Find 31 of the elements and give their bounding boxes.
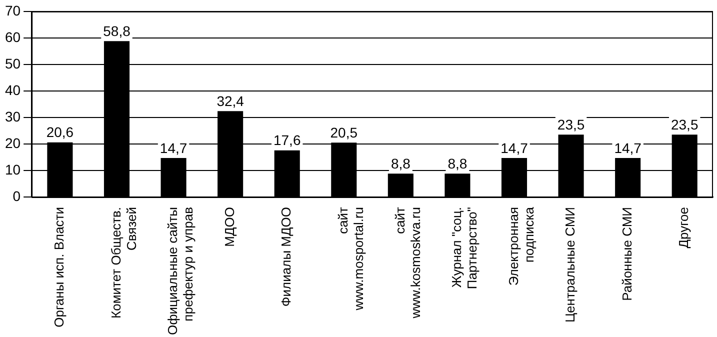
- data-label: 23,5: [557, 116, 585, 133]
- x-tick-label: Электронная подписка: [506, 206, 536, 286]
- y-tick-label: 30: [4, 108, 21, 124]
- data-label: 20,5: [330, 124, 358, 140]
- data-label: 14,7: [160, 140, 188, 156]
- x-tick-label: МДОО: [222, 206, 237, 247]
- y-tick-label: 10: [4, 161, 21, 178]
- data-label: 20,6: [46, 124, 74, 140]
- data-label: 17,6: [273, 132, 301, 148]
- x-tick-label: сайт www.mosportal.ru: [335, 206, 366, 312]
- data-label: 23,5: [670, 116, 698, 133]
- x-tick-label: Другое: [676, 206, 692, 248]
- x-tick-label: Комитет Обществ. Связей: [108, 206, 139, 318]
- y-tick-label: 0: [12, 188, 21, 204]
- x-tick-label: Органы исп. Власти: [52, 206, 67, 328]
- x-tick-label: Центральные СМИ: [562, 206, 578, 323]
- data-label: 32,4: [216, 92, 244, 109]
- x-tick-label: Филиалы МДОО: [278, 206, 294, 307]
- data-label: 14,7: [614, 140, 642, 156]
- x-tick-label: Официальные сайты префектур и управ: [165, 206, 196, 336]
- data-label: 8,8: [390, 156, 411, 172]
- y-tick-label: 40: [4, 82, 21, 98]
- data-label: 8,8: [448, 156, 468, 172]
- x-tick-label: Журнал "соц. Партнерство": [449, 206, 480, 290]
- y-tick-label: 50: [4, 55, 21, 72]
- y-tick-label: 60: [4, 28, 21, 45]
- y-tick-label: 70: [4, 2, 21, 18]
- data-label: 14,7: [500, 140, 528, 156]
- y-tick-label: 20: [4, 134, 21, 151]
- x-tick-label: Районные СМИ: [619, 206, 634, 301]
- data-label: 58,8: [103, 22, 131, 39]
